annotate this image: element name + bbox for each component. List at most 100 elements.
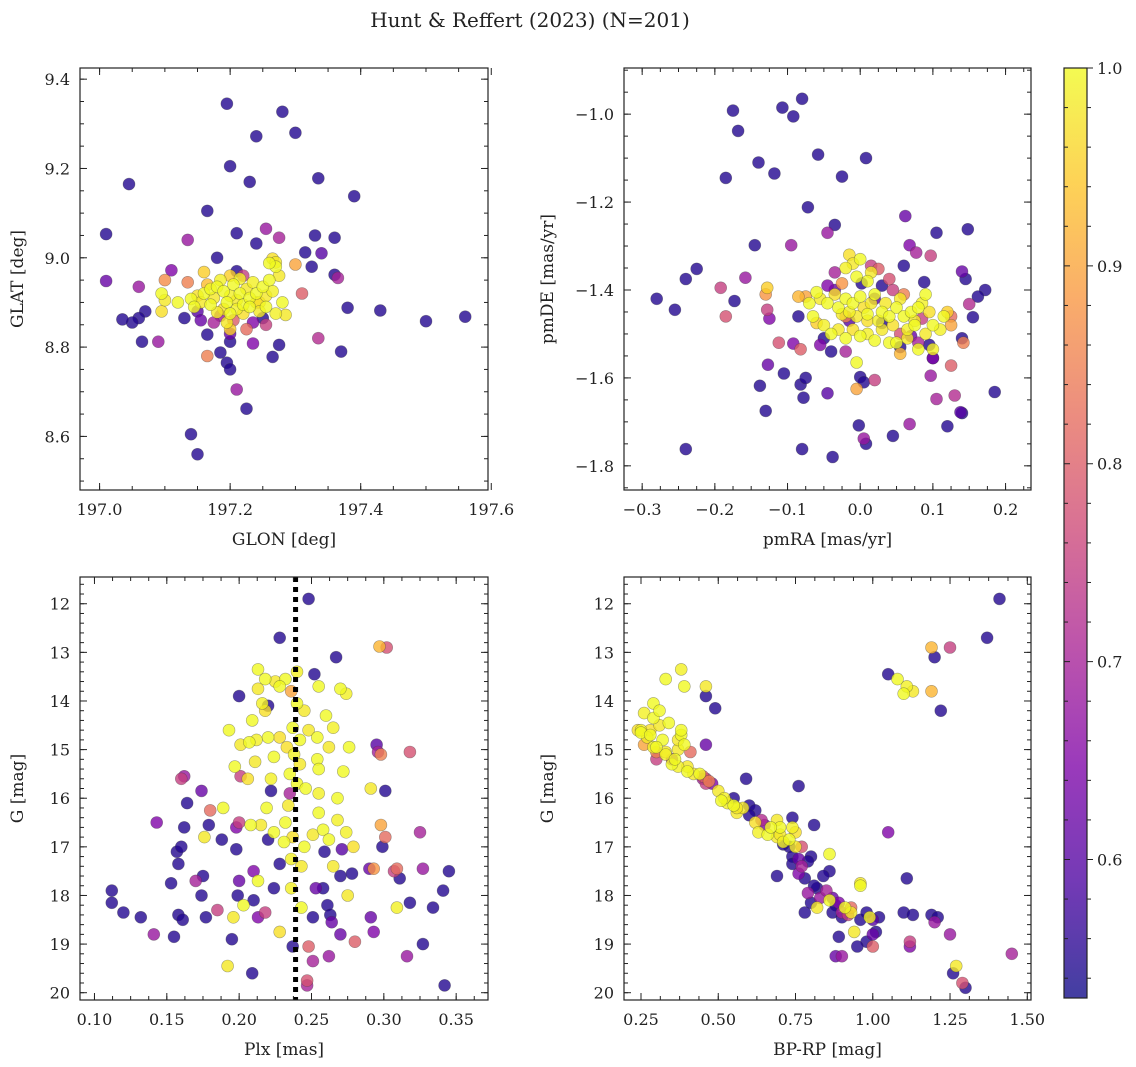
data-point <box>201 349 214 363</box>
data-point <box>679 442 693 456</box>
data-point <box>150 816 163 829</box>
data-point <box>373 640 386 653</box>
data-point <box>135 335 149 349</box>
data-point <box>926 318 940 332</box>
x-tick-label: −0.3 <box>623 500 662 519</box>
data-point <box>442 864 456 878</box>
data-point <box>400 949 414 963</box>
data-point <box>903 417 916 431</box>
data-point <box>891 672 904 686</box>
data-point <box>374 748 388 761</box>
data-point <box>283 767 297 781</box>
data-point <box>955 265 969 278</box>
x-tick-label: 0.2 <box>993 500 1018 519</box>
data-point <box>821 296 834 310</box>
data-point <box>714 281 728 295</box>
x-tick-label: 197.0 <box>77 500 123 519</box>
data-point <box>659 672 673 686</box>
y-tick-label: −1.4 <box>575 281 614 300</box>
data-point <box>132 280 146 294</box>
x-tick-label: 197.6 <box>468 500 514 519</box>
data-point <box>792 779 805 793</box>
data-point <box>708 701 722 715</box>
data-point <box>180 796 194 810</box>
data-point <box>416 862 430 876</box>
data-point <box>306 828 320 842</box>
data-point <box>187 300 201 314</box>
data-point <box>347 189 361 203</box>
data-point <box>832 301 845 314</box>
data-point <box>699 680 713 693</box>
data-point <box>258 906 272 919</box>
data-point <box>853 290 867 303</box>
data-point <box>331 271 345 285</box>
data-point <box>753 379 767 393</box>
data-point <box>175 840 188 854</box>
data-point <box>155 305 168 318</box>
data-point <box>835 277 849 290</box>
data-point <box>806 310 820 323</box>
data-point <box>650 740 663 754</box>
data-point <box>739 772 753 786</box>
data-point <box>726 104 740 117</box>
data-point <box>240 322 253 336</box>
data-point <box>195 784 208 798</box>
data-point <box>315 247 328 260</box>
data-point <box>221 959 234 973</box>
data-point <box>279 816 292 829</box>
data-point <box>223 363 237 376</box>
data-point <box>326 721 340 735</box>
data-point <box>934 704 948 718</box>
data-point <box>961 223 975 236</box>
y-tick-label: 17 <box>50 838 70 857</box>
data-point <box>308 229 322 242</box>
y-tick-label: −1.8 <box>575 457 614 476</box>
data-point <box>312 787 326 800</box>
y-tick-label: −1.6 <box>575 369 614 388</box>
data-point <box>823 847 836 861</box>
data-point <box>269 307 283 320</box>
data-point <box>171 296 185 309</box>
data-point <box>777 367 791 380</box>
y-tick-label: 12 <box>594 595 614 614</box>
data-point <box>243 300 256 314</box>
data-point <box>868 334 882 347</box>
data-point <box>828 288 842 301</box>
data-point <box>954 405 967 419</box>
data-point <box>158 273 172 287</box>
data-point <box>653 704 666 718</box>
panel-cmd: 0.25 0.50 0.75 1.00 1.25 1.50 12 13 14 15 16 17 18 19… <box>538 576 1045 1060</box>
data-point <box>419 314 433 328</box>
data-point <box>890 336 903 350</box>
data-point <box>273 731 287 744</box>
data-point <box>719 171 733 185</box>
axes-frame <box>79 67 489 491</box>
data-point <box>731 124 745 138</box>
data-point <box>782 833 796 846</box>
data-point <box>264 772 278 786</box>
data-point <box>857 432 871 445</box>
data-point <box>772 336 786 350</box>
panels: 197.0 197.2 197.4 197.6 8.6 8.8 9.0 9.2 9.4 GLON … <box>8 67 1045 1060</box>
data-point <box>251 663 265 676</box>
data-point <box>339 825 353 839</box>
data-point <box>941 419 954 433</box>
data-point <box>980 631 994 645</box>
data-point <box>266 350 279 364</box>
data-point <box>957 336 970 350</box>
data-point <box>759 404 773 418</box>
data-point <box>318 845 331 859</box>
x-tick-label: 197.2 <box>207 500 253 519</box>
y-tick-label: 14 <box>594 692 614 711</box>
points-plx_mag <box>105 592 456 992</box>
data-point <box>807 818 821 832</box>
y-tick-label: 16 <box>594 789 614 808</box>
data-point <box>245 966 259 980</box>
data-point <box>674 663 688 676</box>
data-point <box>403 896 417 910</box>
data-point <box>681 765 694 778</box>
data-point <box>203 804 217 817</box>
x-tick-label: 0.25 <box>623 1010 659 1029</box>
data-point <box>105 884 119 897</box>
data-point <box>322 740 336 754</box>
